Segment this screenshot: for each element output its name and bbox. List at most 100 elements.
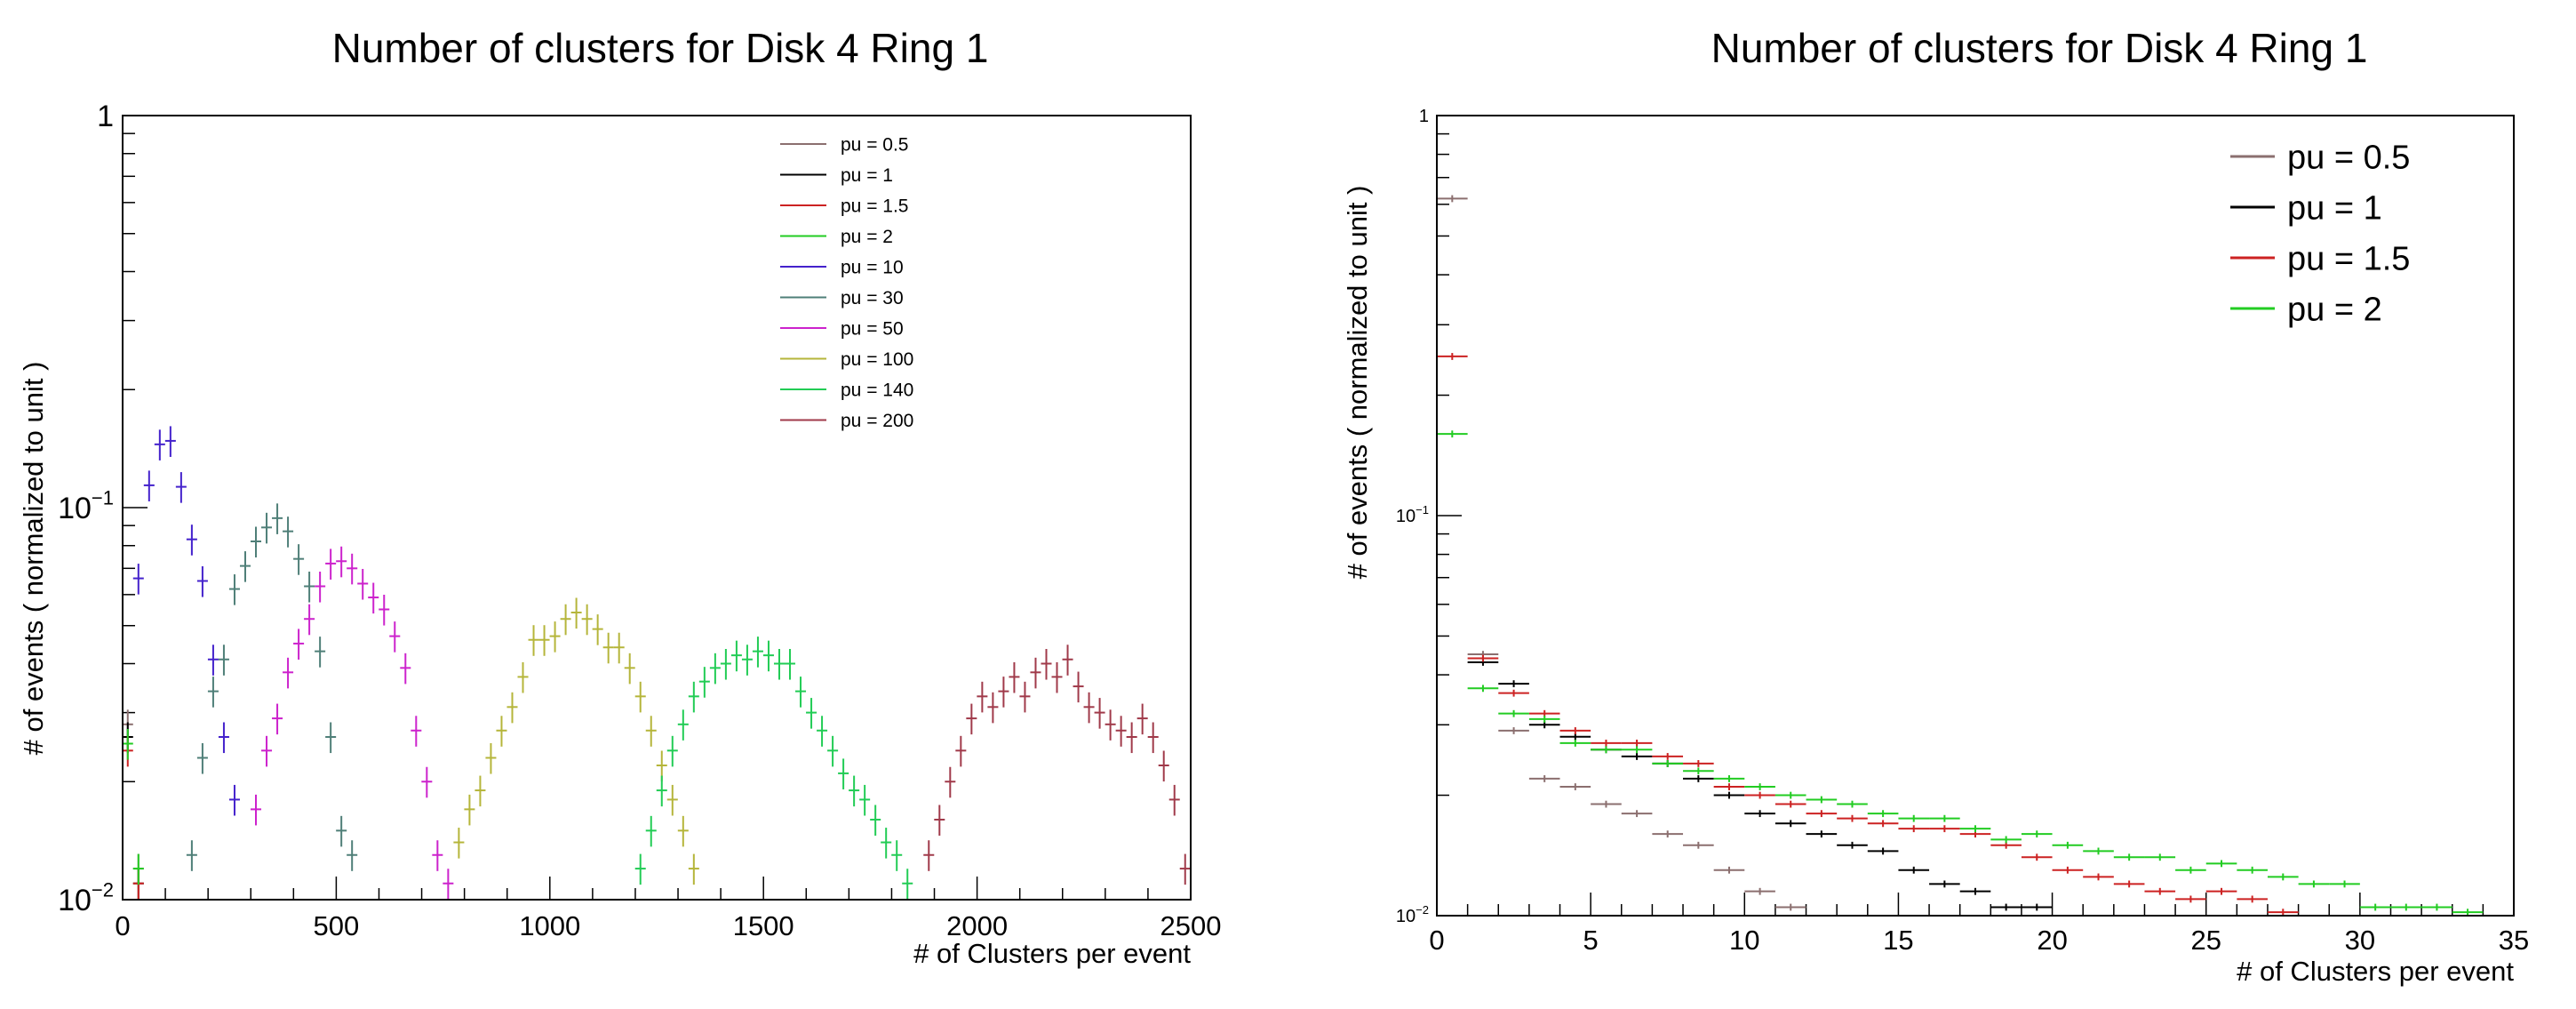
data-point — [2205, 887, 2237, 895]
data-point — [709, 653, 721, 685]
data-point — [1009, 661, 1020, 693]
data-point — [1051, 661, 1063, 693]
data-point — [1713, 783, 1745, 790]
y-tick-label: 1 — [97, 100, 114, 133]
data-point — [2267, 909, 2299, 916]
data-point — [496, 716, 507, 747]
data-point — [283, 657, 294, 689]
legend-item: pu = 140 — [780, 380, 913, 401]
y-tick-label: 1 — [1419, 107, 1429, 126]
data-point — [1652, 830, 1684, 838]
series-pu-0.5 — [123, 709, 144, 885]
data-point — [347, 840, 358, 871]
y-axis-label: # of events ( normalized to unit ) — [18, 362, 49, 756]
chart-title: Number of clusters for Disk 4 Ring 1 — [1711, 25, 2368, 71]
data-point — [2052, 866, 2084, 874]
data-point — [1437, 353, 1468, 360]
chart-title: Number of clusters for Disk 4 Ring 1 — [332, 25, 989, 71]
data-point — [2421, 903, 2452, 911]
x-tick-label: 2000 — [946, 910, 1008, 941]
x-tick-label: 2500 — [1160, 910, 1222, 941]
x-axis-label: # of Clusters per event — [2237, 956, 2514, 987]
data-point — [859, 784, 871, 816]
data-point — [1559, 740, 1591, 747]
data-point — [207, 645, 219, 676]
data-point — [261, 735, 273, 767]
series-pu-200 — [923, 645, 1191, 885]
data-point — [677, 709, 689, 741]
data-point — [966, 703, 977, 735]
data-point — [987, 692, 999, 724]
data-point — [228, 574, 240, 605]
data-point — [1073, 671, 1084, 703]
data-point — [1559, 783, 1591, 790]
data-point — [1683, 767, 1714, 775]
legend-label: pu = 50 — [841, 319, 904, 340]
data-point — [347, 553, 358, 585]
data-point — [2175, 895, 2206, 903]
x-tick-label: 35 — [2499, 925, 2529, 956]
data-point — [1126, 722, 1137, 754]
data-point — [624, 653, 635, 685]
data-point — [1774, 800, 1806, 808]
data-point — [1030, 657, 1041, 689]
x-tick-label: 30 — [2345, 925, 2375, 956]
data-point — [677, 815, 689, 847]
data-point — [955, 735, 967, 767]
data-point — [186, 840, 197, 871]
data-point — [1559, 733, 1591, 741]
data-point — [1744, 810, 1775, 818]
data-point — [1158, 750, 1169, 782]
data-point — [752, 637, 763, 668]
data-point — [773, 648, 785, 680]
x-tick-label: 25 — [2190, 925, 2221, 956]
legend-item: pu = 100 — [780, 349, 913, 370]
data-point — [2021, 853, 2053, 861]
data-point — [1837, 800, 1868, 808]
series-pu-1 — [123, 722, 144, 900]
data-point — [2237, 895, 2268, 903]
data-point — [2390, 903, 2422, 911]
data-point — [762, 640, 774, 672]
data-point — [730, 640, 742, 672]
data-point — [336, 546, 347, 578]
data-point — [1136, 703, 1148, 735]
series-pu-140 — [634, 637, 913, 900]
data-point — [218, 722, 229, 754]
data-point — [293, 629, 305, 660]
data-point — [2083, 873, 2114, 881]
legend-label: pu = 140 — [841, 380, 913, 401]
data-point — [196, 742, 208, 774]
data-point — [666, 735, 678, 767]
data-point — [411, 716, 422, 747]
data-point — [2205, 860, 2237, 868]
data-point — [315, 571, 326, 603]
legend-item: pu = 0.5 — [2230, 140, 2410, 177]
data-point — [645, 815, 657, 847]
data-point — [923, 840, 935, 871]
data-point — [132, 564, 144, 595]
data-point — [1744, 791, 1775, 799]
series-pu-1.5 — [1437, 353, 2299, 916]
legend-item: pu = 1.5 — [2230, 241, 2410, 278]
data-point — [817, 716, 828, 747]
data-point — [1621, 753, 1653, 760]
series-pu-2 — [1437, 430, 2484, 916]
data-point — [806, 698, 817, 729]
data-point — [2021, 830, 2053, 838]
data-point — [272, 703, 283, 735]
data-point — [1559, 727, 1591, 734]
data-point — [1591, 800, 1622, 808]
data-point — [945, 766, 956, 798]
legend-label: pu = 1.5 — [2287, 241, 2410, 278]
data-point — [1806, 830, 1838, 838]
data-point — [1083, 692, 1095, 724]
data-point — [1959, 887, 1991, 895]
plot-frame — [1436, 115, 2515, 917]
data-point — [250, 526, 262, 558]
legend-item: pu = 200 — [780, 411, 913, 431]
legend: pu = 0.5 pu = 1 pu = 1.5 pu = 2 — [2230, 140, 2410, 329]
data-point — [154, 429, 165, 460]
data-point — [1621, 740, 1653, 747]
